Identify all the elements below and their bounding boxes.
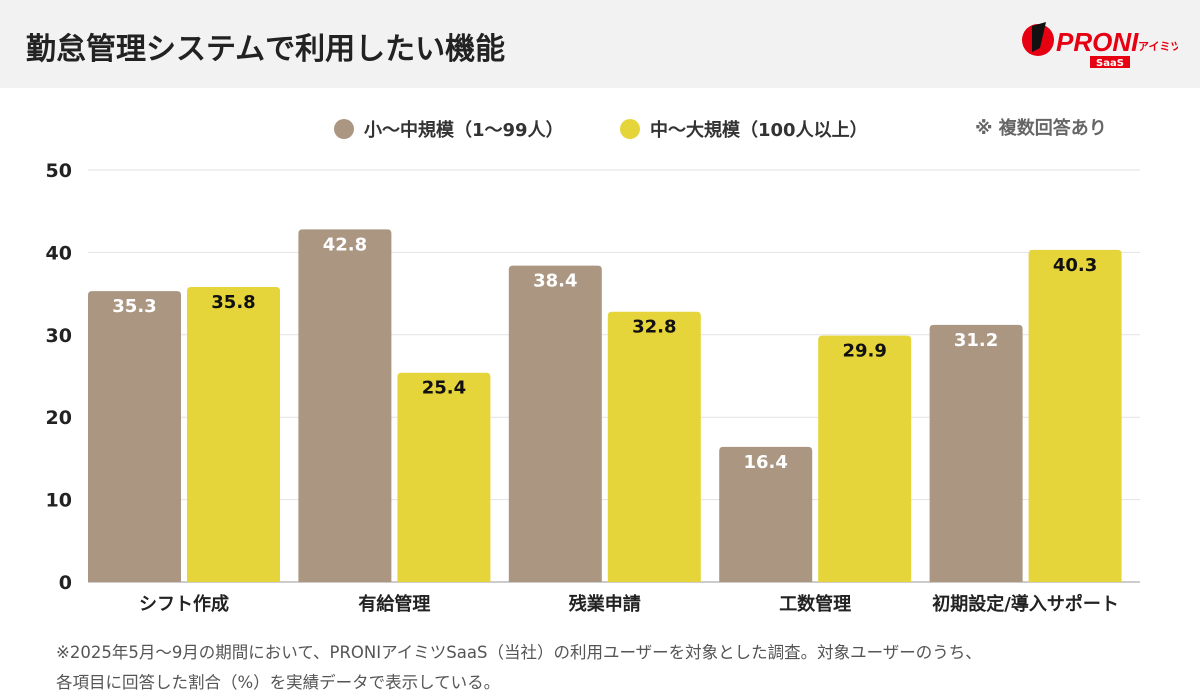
- bar: [508, 265, 602, 582]
- bar: [397, 372, 491, 582]
- x-tick-label: 初期設定/導入サポート: [932, 593, 1119, 615]
- bar: [187, 287, 280, 582]
- page-title: 勤怠管理システムで利用したい機能: [26, 32, 506, 67]
- x-tick-label: 有給管理: [358, 593, 430, 615]
- data-label: 16.4: [743, 452, 787, 473]
- y-tick-label: 0: [59, 572, 72, 594]
- data-label: 35.3: [112, 296, 156, 317]
- data-label: 40.3: [1053, 255, 1097, 276]
- legend-label: 中〜大規模（100人以上）: [650, 120, 868, 141]
- y-tick-label: 40: [46, 242, 72, 264]
- data-label: 25.4: [422, 378, 466, 399]
- bar: [929, 324, 1023, 582]
- bar: [818, 335, 912, 582]
- bar: [88, 291, 181, 582]
- y-tick-label: 20: [46, 407, 72, 429]
- multiple-answer-note: ※ 複数回答あり: [975, 118, 1107, 139]
- bar: [607, 311, 701, 582]
- data-label: 29.9: [842, 341, 886, 362]
- x-tick-label: 工数管理: [779, 593, 851, 615]
- bar-chart: 0 10 20 30 40 50 35.3 35.8 シフト作成 42.8 25.4 有給管理 38.4…: [46, 160, 1140, 615]
- header: 勤怠管理システムで利用したい機能 PRONI アイミツ SaaS: [0, 0, 1200, 88]
- bar: [719, 446, 813, 582]
- svg-text:SaaS: SaaS: [1096, 58, 1124, 69]
- data-label: 32.8: [632, 317, 676, 338]
- data-label: 31.2: [954, 330, 998, 351]
- footnote-line: 各項目に回答した割合（%）を実績データで表示している。: [56, 673, 501, 692]
- data-label: 38.4: [533, 271, 577, 292]
- footnote: ※2025年5月〜9月の期間において、PRONIアイミツSaaS（当社）の利用ユ…: [56, 638, 982, 698]
- y-tick-label: 50: [46, 160, 72, 182]
- svg-text:アイミツ: アイミツ: [1138, 40, 1178, 53]
- bar: [298, 229, 392, 582]
- legend-swatch: [620, 119, 640, 139]
- data-label: 42.8: [323, 234, 367, 255]
- footnote-line: ※2025年5月〜9月の期間において、PRONIアイミツSaaS（当社）の利用ユ…: [56, 643, 982, 662]
- svg-text:PRONI: PRONI: [1056, 27, 1139, 57]
- data-label: 35.8: [211, 292, 255, 313]
- legend-swatch: [334, 119, 354, 139]
- x-tick-label: シフト作成: [139, 593, 229, 615]
- proni-logo: PRONI アイミツ SaaS: [1022, 22, 1178, 69]
- legend-item-small: 小〜中規模（1〜99人）: [334, 116, 564, 142]
- y-tick-label: 30: [46, 325, 72, 347]
- bar: [1028, 249, 1122, 583]
- legend-item-large: 中〜大規模（100人以上）: [620, 116, 868, 142]
- y-tick-label: 10: [46, 490, 72, 512]
- x-tick-label: 残業申請: [569, 593, 641, 615]
- legend-label: 小〜中規模（1〜99人）: [364, 120, 564, 141]
